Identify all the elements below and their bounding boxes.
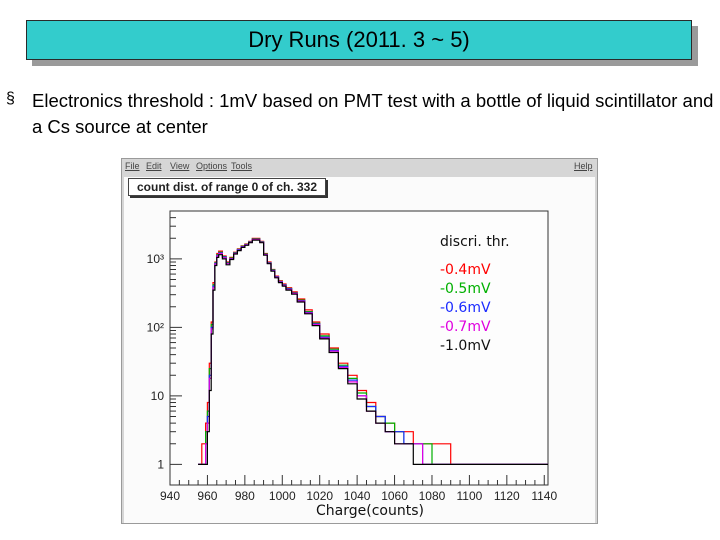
- x-tick-label: 1100: [456, 489, 482, 503]
- menu-view[interactable]: View: [170, 161, 190, 171]
- x-tick-label: 960: [197, 489, 217, 503]
- legend-item: -0.4mV: [440, 262, 491, 278]
- menu-help[interactable]: Help: [574, 161, 593, 171]
- y-tick-label: 10: [151, 389, 165, 403]
- legend-item: -1.0mV: [440, 338, 491, 354]
- x-tick-label: 1080: [419, 489, 446, 503]
- x-tick-label: 1040: [344, 489, 371, 503]
- legend-item: -0.6mV: [440, 300, 491, 316]
- x-tick-label: 1020: [306, 489, 333, 503]
- bullet-marker: §: [6, 90, 15, 107]
- x-tick-label: 1000: [269, 489, 296, 503]
- slide-title-box: Dry Runs (2011. 3 ~ 5): [26, 20, 692, 60]
- legend-item: -0.7mV: [440, 319, 491, 335]
- x-tick-label: 1120: [494, 489, 520, 503]
- series-line--1.0mV: [198, 239, 548, 465]
- menu-tools[interactable]: Tools: [231, 161, 253, 171]
- menu-options[interactable]: Options: [196, 161, 228, 171]
- histogram-title: count dist. of range 0 of ch. 332: [128, 178, 327, 196]
- x-tick-label: 1060: [381, 489, 408, 503]
- x-tick-label: 1140: [531, 489, 557, 503]
- y-tick-label: 1: [157, 457, 164, 471]
- menu-bar: File Edit View Options Tools Help: [122, 159, 597, 175]
- x-tick-label: 940: [160, 489, 180, 503]
- legend-title: discri. thr.: [440, 234, 510, 250]
- x-tick-label: 980: [235, 489, 255, 503]
- y-tick-label: 10²: [147, 320, 164, 334]
- plot-frame: [169, 210, 549, 486]
- y-tick-label: 10³: [147, 252, 164, 266]
- x-axis-label: Charge(counts): [316, 503, 424, 519]
- legend-item: -0.5mV: [440, 281, 491, 297]
- slide-title: Dry Runs (2011. 3 ~ 5): [248, 27, 470, 52]
- menu-file[interactable]: File: [125, 161, 140, 171]
- menu-edit[interactable]: Edit: [146, 161, 162, 171]
- bullet-text: Electronics threshold : 1mV based on PMT…: [32, 90, 714, 137]
